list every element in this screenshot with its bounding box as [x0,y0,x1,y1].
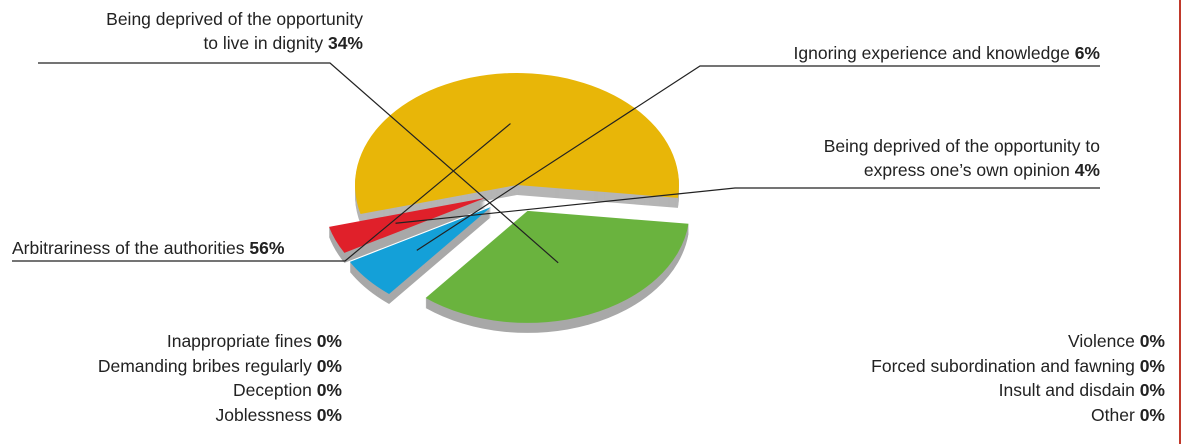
slice-opinion [329,197,486,253]
zero-item: Demanding bribes regularly 0% [20,354,342,379]
zero-item-value: 0% [316,355,342,376]
zero-item-label: Deception [233,380,312,400]
zero-item: Inappropriate fines 0% [20,329,342,354]
slice-value-opinion: 4% [1074,160,1100,180]
slice-label-experience-text: Ignoring experience and knowledge [793,43,1070,63]
zero-item-label: Insult and disdain [998,380,1135,400]
slice-label-experience: Ignoring experience and knowledge 6% [700,41,1100,65]
zero-item-label: Forced subordination and fawning [871,355,1135,376]
slice-label-opinion: Being deprived of the opportunity to exp… [700,134,1100,182]
slice-dignity [425,210,689,323]
leader-line-experience [416,65,1100,251]
slice-arbitrariness [355,73,679,214]
pie-slices [329,73,689,333]
zero-item-label: Demanding bribes regularly [97,355,312,376]
zero-item-value: 0% [1139,355,1165,376]
zero-item-label: Violence [1068,331,1135,351]
zero-item-value: 0% [316,331,342,351]
slice-label-dignity: Being deprived of the opportunity to liv… [20,7,363,55]
zero-item: Forced subordination and fawning 0% [740,354,1165,379]
leader-line-arbitrariness [12,123,511,262]
slice-label-arbitrariness: Arbitrariness of the authorities 56% [12,236,284,260]
leader-lines [12,62,1100,264]
zero-item-value: 0% [1139,380,1165,400]
slice-label-opinion-text: express one’s own opinion [863,160,1070,180]
slice-value-arbitrariness: 56% [249,238,285,258]
zero-items-left: Inappropriate fines 0% Demanding bribes … [20,329,342,427]
zero-item: Insult and disdain 0% [740,378,1165,403]
zero-item: Other 0% [740,403,1165,428]
zero-item: Deception 0% [20,378,342,403]
slice-value-experience: 6% [1074,43,1100,63]
zero-item: Joblessness 0% [20,403,342,428]
zero-item-label: Inappropriate fines [166,331,312,351]
slice-label-dignity-text: to live in dignity [203,33,324,53]
zero-item-label: Other [1091,404,1135,425]
zero-items-right: Violence 0% Forced subordination and faw… [740,329,1165,427]
slice-label-arbitrariness-text: Arbitrariness of the authorities [12,238,245,258]
slice-experience [349,206,492,294]
zero-item-value: 0% [316,380,342,400]
slice-label-opinion-line2: express one’s own opinion 4% [700,158,1100,182]
slice-label-dignity-line2: to live in dignity 34% [20,31,363,55]
zero-item: Violence 0% [740,329,1165,354]
zero-item-label: Joblessness [215,404,312,425]
slice-value-dignity: 34% [327,33,363,53]
slice-label-opinion-line1: Being deprived of the opportunity to [823,136,1100,156]
leader-line-dignity [38,62,559,264]
zero-item-value: 0% [1139,404,1165,425]
leader-line-opinion [395,187,1100,224]
zero-item-value: 0% [1139,331,1165,351]
zero-item-value: 0% [316,404,342,425]
slice-label-dignity-line1: Being deprived of the opportunity [106,9,363,29]
frame-border [1179,0,1181,444]
